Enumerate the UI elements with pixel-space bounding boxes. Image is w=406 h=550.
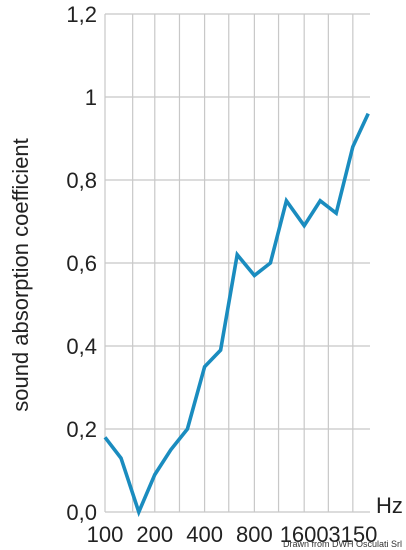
x-tick-label: 100 xyxy=(87,522,124,547)
series-line xyxy=(103,112,370,518)
grid xyxy=(104,13,370,513)
y-axis-label: sound absorption coefficient xyxy=(8,138,33,412)
x-tick-label: 1600 xyxy=(280,522,329,547)
y-tick-label: 0,4 xyxy=(66,334,97,359)
credit-text: Drawn from DWH Osculati Srl xyxy=(283,539,402,549)
x-tick-label: 400 xyxy=(186,522,223,547)
x-axis-label: Hz xyxy=(376,493,403,518)
y-tick-label: 0,6 xyxy=(66,251,97,276)
y-tick-label: 0,2 xyxy=(66,417,97,442)
x-tick-label: 800 xyxy=(236,522,273,547)
series-layer xyxy=(103,112,370,518)
x-tick-label: 200 xyxy=(136,522,173,547)
y-tick-label: 1,2 xyxy=(66,2,97,27)
y-tick-labels: 0,0 0,2 0,4 0,6 0,8 1 1,2 xyxy=(66,2,97,525)
y-tick-label: 0,8 xyxy=(66,168,97,193)
x-tick-label: 3150 xyxy=(328,522,377,547)
y-tick-label: 1 xyxy=(85,85,97,110)
x-tick-labels: 100 200 400 800 1600 3150 xyxy=(87,522,378,547)
y-tick-label: 0,0 xyxy=(66,500,97,525)
